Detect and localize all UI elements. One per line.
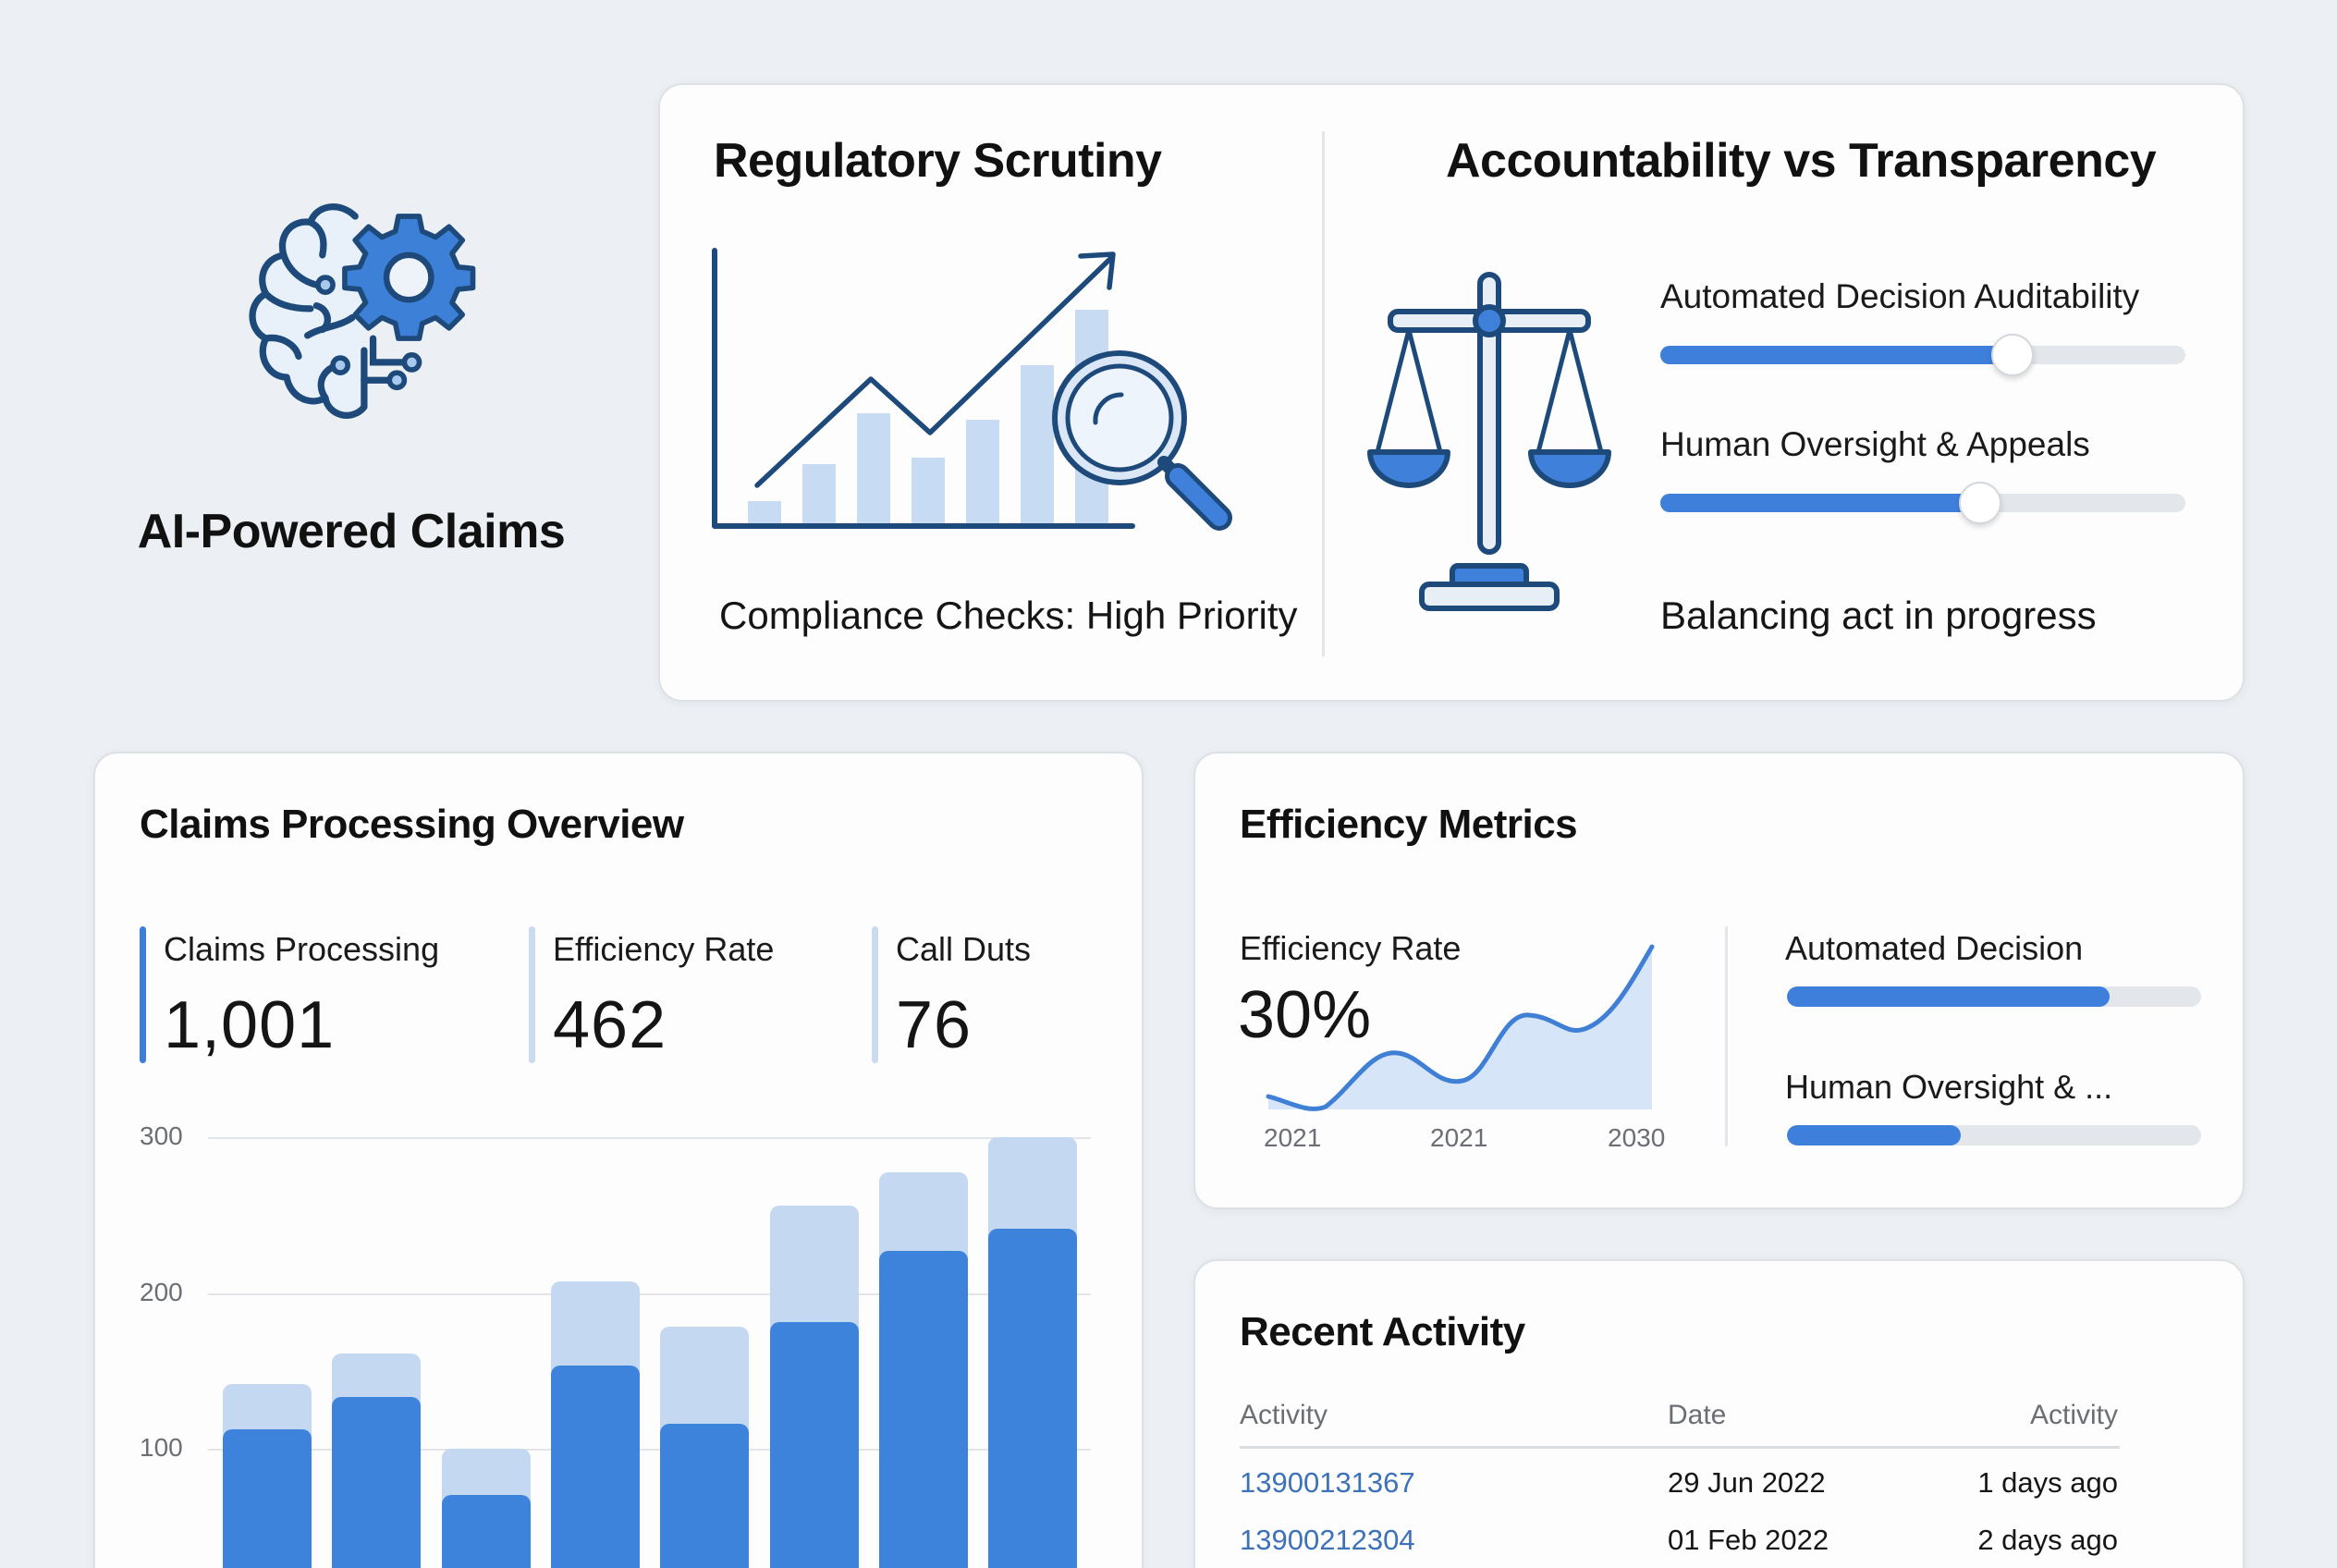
regulatory-accountability-card: Regulatory Scrutiny Compliance Checks: H… <box>658 83 2245 702</box>
brain-gear-icon <box>249 203 476 419</box>
stat-claims-processing: Claims Processing 1,001 <box>140 926 439 1063</box>
activity-id-link[interactable]: 13900212304 <box>1240 1524 1415 1556</box>
activity-time-ago: 1 days ago <box>1977 1466 2118 1499</box>
column-header-activity-time[interactable]: Activity <box>2029 1400 2118 1430</box>
slider-label-oversight: Human Oversight & Appeals <box>1660 425 2090 463</box>
bar-base <box>660 1423 750 1568</box>
recent-activity-card: Recent Activity Activity Date Activity 1… <box>1193 1259 2245 1568</box>
bar-base <box>988 1228 1078 1568</box>
y-tick: 100 <box>140 1433 183 1462</box>
recent-activity-title: Recent Activity <box>1240 1309 1525 1354</box>
slider-thumb[interactable] <box>1959 482 2002 524</box>
slider-oversight[interactable] <box>1660 482 2185 524</box>
column-header-activity[interactable]: Activity <box>1240 1400 1328 1430</box>
card-divider <box>1725 926 1728 1146</box>
balance-caption: Balancing act in progress <box>1660 594 2097 637</box>
stat-call-duts: Call Duts 76 <box>872 926 1031 1063</box>
slider-thumb[interactable] <box>1990 334 2034 376</box>
claims-overview-title: Claims Processing Overview <box>140 802 684 847</box>
stat-label: Call Duts <box>896 930 1032 968</box>
slider-fill <box>1660 346 2013 364</box>
claims-overview-card: Claims Processing Overview Claims Proces… <box>93 752 1144 1568</box>
y-tick: 200 <box>140 1278 183 1306</box>
activity-date: 01 Feb 2022 <box>1668 1524 1829 1556</box>
regulatory-title: Regulatory Scrutiny <box>714 134 1162 188</box>
slider-fill <box>1660 494 1981 512</box>
hero-title: AI-Powered Claims <box>137 505 566 558</box>
stat-value: 76 <box>896 988 973 1062</box>
progress-label-automated: Automated Decision <box>1785 929 2084 967</box>
gridline <box>208 1449 1091 1451</box>
accountability-title: Accountability vs Transparency <box>1446 134 2157 188</box>
efficiency-title: Efficiency Metrics <box>1240 802 1578 847</box>
bar-base <box>550 1366 640 1568</box>
slider-auditability[interactable] <box>1660 334 2185 376</box>
stat-accent-bar <box>872 926 878 1063</box>
slider-label-auditability: Automated Decision Auditability <box>1660 277 2140 315</box>
gridline <box>208 1293 1091 1295</box>
progress-fill <box>1787 1125 1962 1145</box>
trend-chart-magnifier-icon <box>712 248 1232 531</box>
scales-of-justice-icon <box>1367 272 1611 611</box>
efficiency-rate-value: 30% <box>1238 978 1372 1052</box>
bar-base <box>223 1429 312 1568</box>
gridline <box>208 1137 1091 1139</box>
efficiency-metrics-card: Efficiency Metrics Efficiency Rate 30% 2… <box>1193 752 2245 1209</box>
efficiency-rate-label: Efficiency Rate <box>1240 929 1462 967</box>
stat-accent-bar <box>140 926 146 1063</box>
stat-label: Claims Processing <box>164 930 440 968</box>
progress-label-oversight: Human Oversight & ... <box>1785 1068 2113 1106</box>
stat-value: 1,001 <box>164 988 336 1062</box>
progress-bar-oversight <box>1787 1125 2201 1145</box>
stat-value: 462 <box>553 988 667 1062</box>
stat-label: Efficiency Rate <box>553 930 775 968</box>
progress-fill <box>1787 986 2111 1007</box>
efficiency-sparkline <box>1266 944 1655 1111</box>
bar-base <box>878 1250 968 1568</box>
x-tick: 2021 <box>1264 1123 1322 1152</box>
regulatory-caption: Compliance Checks: High Priority <box>719 594 1298 637</box>
activity-date: 29 Jun 2022 <box>1668 1466 1826 1499</box>
column-header-date[interactable]: Date <box>1668 1400 1727 1430</box>
bar-base <box>441 1495 531 1568</box>
bar-base <box>769 1322 859 1568</box>
y-tick: 300 <box>140 1121 183 1150</box>
x-tick: 2030 <box>1608 1123 1666 1152</box>
activity-time-ago: 2 days ago <box>1977 1524 2118 1556</box>
stat-efficiency-rate: Efficiency Rate 462 <box>529 926 774 1063</box>
stat-accent-bar <box>529 926 535 1063</box>
progress-bar-automated <box>1787 986 2201 1007</box>
table-header-rule <box>1240 1446 2120 1449</box>
bar-base <box>332 1396 422 1568</box>
activity-id-link[interactable]: 13900131367 <box>1240 1466 1415 1499</box>
card-divider <box>1322 131 1325 656</box>
x-tick: 2021 <box>1430 1123 1488 1152</box>
